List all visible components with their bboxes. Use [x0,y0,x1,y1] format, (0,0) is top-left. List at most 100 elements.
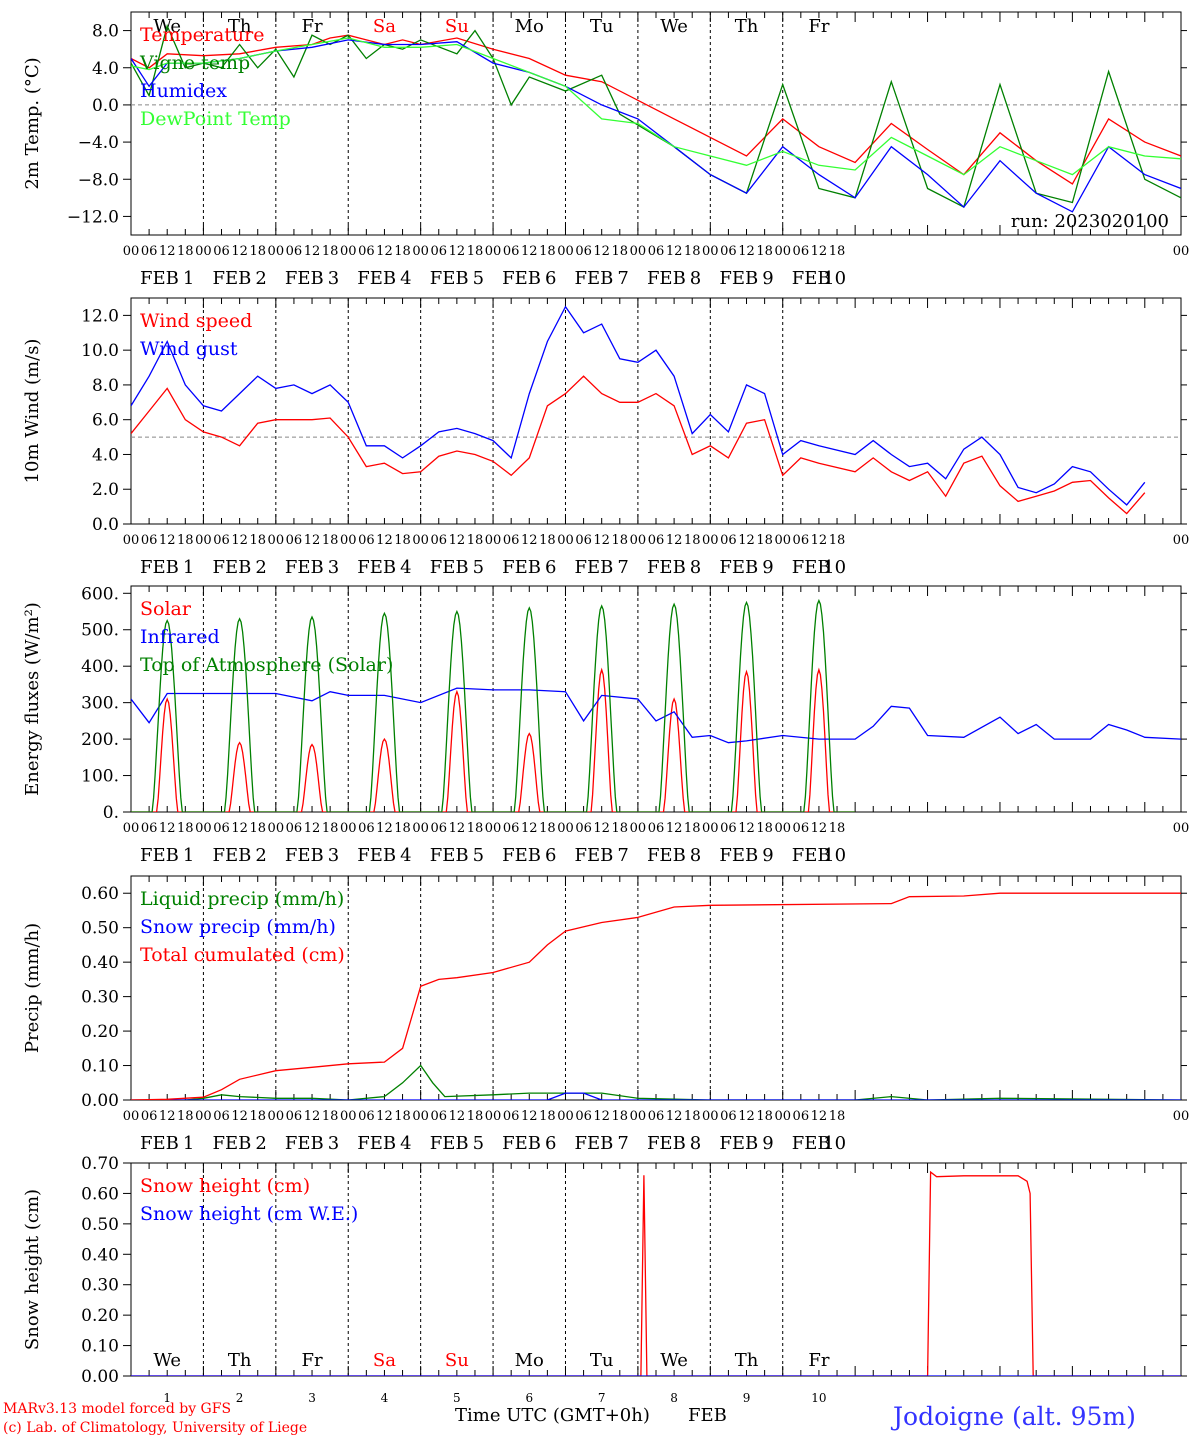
x-day-label: 3 [328,845,339,866]
x-tick-label: 00 [1173,533,1190,548]
x-month-label: FEB [212,1133,251,1154]
panel-3: 600. 500. 400. 300. 200. 100. 0. Energy fluxes … [22,584,1189,866]
x-day-label: 5 [473,845,484,866]
legend-entry: Snow height (cm) [140,1175,310,1197]
x-tick-label: 18 [612,821,629,836]
x-tick-label: 12 [449,244,466,259]
x-day-label: 8 [690,557,701,578]
legend-entry: Humidex [140,80,227,102]
x-tick-label: 00 [195,821,212,836]
credit-line-1: MARv3.13 model forced by GFS [3,1401,232,1417]
x-tick-label: 18 [684,1109,701,1124]
weekday-label: Su [445,1350,469,1371]
x-day-label: 1 [183,557,194,578]
series-dewpoint-temp [131,37,1181,176]
x-tick-label: 00 [195,1109,212,1124]
x-tick-label: 00 [557,533,574,548]
x-month-label: FEB [792,557,831,578]
x-tick-label: 18 [539,821,556,836]
x-day-label: 10 [823,557,846,578]
x-tick-label: 06 [213,1109,230,1124]
x-tick-label: 06 [793,533,810,548]
y-tick-label: 0.70 [81,1154,119,1174]
x-day-label: 3 [328,268,339,289]
x-tick-label: 06 [430,1109,447,1124]
x-tick-label: 06 [648,533,665,548]
x-month-label: FEB [502,1133,541,1154]
x-tick-label: 00 [630,821,647,836]
x-tick-label: 18 [829,533,846,548]
y-tick-label: 0.00 [81,1367,119,1387]
x-tick-label: 18 [467,533,484,548]
x-tick-label: 18 [467,244,484,259]
x-tick-label: 12 [304,821,321,836]
series-top-of-atmosphere-solar [131,598,856,812]
x-tick-label: 18 [177,821,194,836]
y-axis-label: Snow height (cm) [22,1189,43,1350]
x-month-label: FEB [357,845,396,866]
x-tick-label: 12 [231,1109,248,1124]
x-tick-label: 12 [376,821,393,836]
x-month-label: FEB [140,557,179,578]
x-day-label: 9 [762,268,773,289]
y-tick-label: 600. [81,584,119,604]
x-tick-label: 12 [521,1109,538,1124]
y-tick-label: 200. [81,730,119,750]
x-day-label: 6 [545,268,556,289]
x-tick-label: 12 [521,533,538,548]
x-month-label: FEB [430,845,469,866]
x-tick-label: 18 [829,1109,846,1124]
weekday-label: Su [445,16,469,37]
x-tick-label: 06 [358,1109,375,1124]
x-month-label: FEB [357,1133,396,1154]
x-axis-title: Time UTC (GMT+0h) [455,1405,650,1426]
panel-4: 0.60 0.50 0.40 0.30 0.20 0.10 0.00 Precip (mm/h… [22,875,1189,1154]
x-tick-label: 12 [811,533,828,548]
x-tick-label: 06 [358,244,375,259]
legend-entry: Infrared [140,626,220,648]
plot-area [131,1170,1181,1376]
legend-entry: Wind speed [140,310,252,332]
x-month-label: FEB [719,268,758,289]
weekday-label: We [660,1350,688,1371]
x-day-number: 2 [236,1391,244,1405]
x-day-label: 9 [762,557,773,578]
x-day-label: 1 [183,845,194,866]
x-day-label: 3 [328,1133,339,1154]
panel-1: 8.04.00.0−4.0−8.0−12.02m Temp. (°C)00 06 1… [22,11,1189,289]
x-tick-label: 18 [322,821,339,836]
x-tick-label: 18 [177,244,194,259]
x-tick-label: 06 [720,1109,737,1124]
x-tick-label: 12 [811,821,828,836]
x-tick-label: 06 [648,1109,665,1124]
x-day-label: 8 [690,1133,701,1154]
x-tick-label: 06 [503,244,520,259]
x-month-label: FEB [575,1133,614,1154]
x-tick-label: 12 [376,244,393,259]
y-tick-label: 12.0 [81,306,119,326]
x-tick-label: 06 [358,533,375,548]
x-month-label: FEB [647,268,686,289]
x-tick-label: 18 [322,1109,339,1124]
x-tick-label: 00 [702,821,719,836]
x-day-number: 7 [598,1391,606,1405]
y-tick-label: 10.0 [81,341,119,361]
x-day-label: 5 [473,1133,484,1154]
x-day-label: 7 [617,1133,628,1154]
x-tick-label: 06 [430,533,447,548]
x-tick-label: 06 [430,821,447,836]
x-day-label: 4 [400,845,411,866]
y-tick-label: −12.0 [67,207,119,227]
x-tick-label: 00 [340,1109,357,1124]
x-month-label: FEB [140,845,179,866]
y-tick-label: −4.0 [78,133,119,153]
x-month-label: FEB [575,268,614,289]
x-tick-label: 12 [811,244,828,259]
x-day-label: 5 [473,268,484,289]
y-tick-label: 0.30 [81,1276,119,1296]
x-month-label: FEB [430,268,469,289]
x-tick-label: 06 [286,244,303,259]
